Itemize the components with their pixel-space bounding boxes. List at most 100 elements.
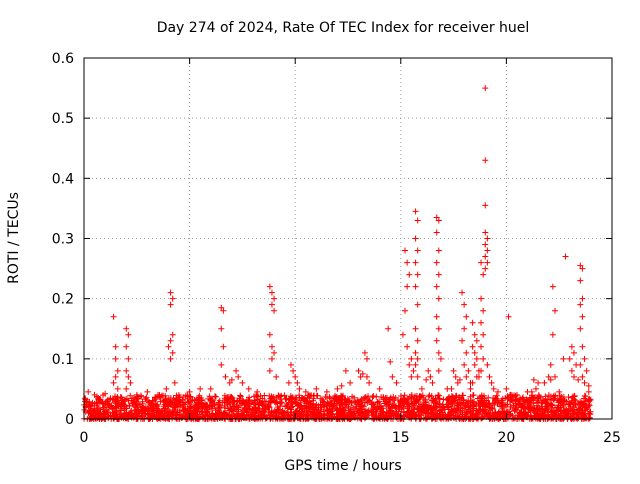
data-point bbox=[127, 392, 134, 399]
data-point bbox=[333, 414, 340, 421]
data-point bbox=[125, 373, 132, 380]
data-point bbox=[567, 407, 574, 414]
data-point bbox=[476, 406, 483, 413]
data-point bbox=[365, 396, 372, 403]
data-point bbox=[482, 202, 489, 209]
data-point bbox=[300, 395, 307, 402]
data-point bbox=[275, 393, 282, 400]
data-points bbox=[81, 85, 594, 422]
data-point bbox=[418, 385, 425, 392]
data-point bbox=[430, 399, 437, 406]
data-point bbox=[407, 411, 414, 418]
data-point bbox=[219, 399, 226, 406]
data-point bbox=[404, 283, 411, 290]
data-point bbox=[547, 376, 554, 383]
data-point bbox=[150, 404, 157, 411]
data-point bbox=[246, 403, 253, 410]
data-point bbox=[185, 398, 192, 405]
data-point bbox=[400, 404, 407, 411]
data-point bbox=[573, 415, 580, 422]
data-point bbox=[548, 401, 555, 408]
data-point bbox=[252, 405, 259, 412]
data-point bbox=[220, 343, 227, 350]
data-point bbox=[277, 403, 284, 410]
data-point bbox=[112, 400, 119, 407]
data-point bbox=[570, 349, 577, 356]
data-point bbox=[551, 307, 558, 314]
data-point bbox=[448, 393, 455, 400]
data-point bbox=[312, 406, 319, 413]
data-point bbox=[580, 395, 587, 402]
data-point bbox=[361, 415, 368, 422]
data-point bbox=[587, 411, 594, 418]
data-point bbox=[462, 402, 469, 409]
data-point bbox=[285, 396, 292, 403]
data-point bbox=[480, 355, 487, 362]
data-point bbox=[283, 410, 290, 417]
data-point bbox=[228, 376, 235, 383]
data-point bbox=[215, 409, 222, 416]
data-point bbox=[296, 385, 303, 392]
data-point bbox=[523, 412, 530, 419]
data-point bbox=[450, 407, 457, 414]
data-point bbox=[123, 385, 130, 392]
data-point bbox=[180, 403, 187, 410]
data-point bbox=[256, 407, 263, 414]
data-point bbox=[354, 399, 361, 406]
data-point bbox=[169, 349, 176, 356]
data-point bbox=[207, 385, 214, 392]
data-point bbox=[226, 379, 233, 386]
data-point bbox=[364, 355, 371, 362]
data-point bbox=[317, 408, 324, 415]
data-point bbox=[467, 393, 474, 400]
data-point bbox=[91, 391, 98, 398]
data-point bbox=[480, 307, 487, 314]
data-point bbox=[551, 373, 558, 380]
data-point bbox=[112, 355, 119, 362]
data-point bbox=[512, 414, 519, 421]
data-point bbox=[254, 388, 261, 395]
data-point bbox=[180, 394, 187, 401]
data-point bbox=[584, 406, 591, 413]
data-point bbox=[526, 404, 533, 411]
data-point bbox=[494, 388, 501, 395]
data-point bbox=[209, 410, 216, 417]
data-point bbox=[556, 388, 563, 395]
data-point bbox=[543, 407, 550, 414]
data-point bbox=[120, 415, 127, 422]
data-point bbox=[572, 397, 579, 404]
data-point bbox=[266, 412, 273, 419]
data-point bbox=[414, 247, 421, 254]
data-point bbox=[218, 304, 225, 311]
data-point bbox=[393, 379, 400, 386]
data-point bbox=[155, 415, 162, 422]
data-point bbox=[268, 289, 275, 296]
y-tick-label: 0.2 bbox=[52, 292, 74, 308]
data-point bbox=[235, 373, 242, 380]
data-point bbox=[414, 217, 421, 224]
data-point bbox=[568, 415, 575, 422]
data-point bbox=[192, 415, 199, 422]
data-point bbox=[545, 373, 552, 380]
data-point bbox=[473, 337, 480, 344]
data-point bbox=[524, 399, 531, 406]
data-point bbox=[459, 392, 466, 399]
data-point bbox=[284, 408, 291, 415]
data-point bbox=[497, 403, 504, 410]
data-point bbox=[481, 395, 488, 402]
y-tick-label: 0 bbox=[65, 412, 74, 428]
data-point bbox=[347, 406, 354, 413]
data-point bbox=[501, 409, 508, 416]
data-point bbox=[414, 373, 421, 380]
data-point bbox=[233, 367, 240, 374]
x-tick-label: 20 bbox=[497, 430, 515, 446]
data-point bbox=[488, 379, 495, 386]
data-point bbox=[220, 307, 227, 314]
data-point bbox=[423, 376, 430, 383]
data-point bbox=[469, 401, 476, 408]
data-point bbox=[439, 406, 446, 413]
data-point bbox=[113, 408, 120, 415]
data-point bbox=[429, 397, 436, 404]
data-point bbox=[311, 414, 318, 421]
data-point bbox=[392, 408, 399, 415]
